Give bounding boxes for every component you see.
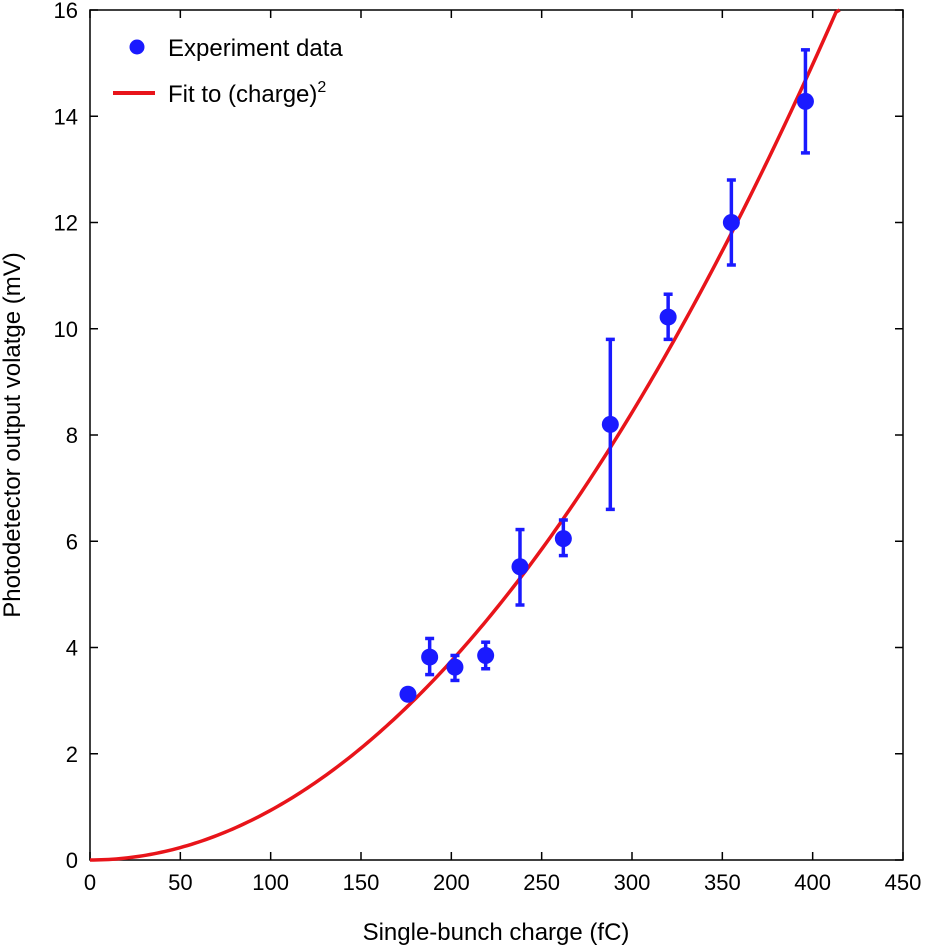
data-point bbox=[421, 648, 439, 666]
data-point bbox=[511, 558, 529, 576]
y-tick-label: 10 bbox=[54, 317, 78, 342]
y-tick-label: 6 bbox=[66, 529, 78, 554]
legend: Experiment data Fit to (charge)2 bbox=[113, 35, 343, 108]
y-axis: 0 2 4 6 8 10 12 14 16 bbox=[54, 0, 903, 873]
x-tick-label: 400 bbox=[794, 870, 831, 895]
legend-label-fit-text: Fit to (charge) bbox=[168, 81, 317, 108]
y-tick-label: 2 bbox=[66, 742, 78, 767]
legend-label-experiment: Experiment data bbox=[168, 35, 343, 62]
y-tick-label: 0 bbox=[66, 848, 78, 873]
fit-series bbox=[89, 8, 841, 862]
x-tick-label: 250 bbox=[523, 870, 560, 895]
data-point bbox=[722, 214, 740, 231]
x-tick-label: 100 bbox=[252, 870, 289, 895]
x-tick-label: 0 bbox=[84, 870, 96, 895]
legend-label-fit: Fit to (charge)2 bbox=[168, 79, 326, 108]
x-tick-label: 450 bbox=[885, 870, 922, 895]
data-point bbox=[477, 646, 495, 664]
plot-area bbox=[89, 9, 904, 861]
y-axis-label: Photodetector output volatge (mV) bbox=[0, 252, 26, 618]
data-point bbox=[399, 685, 417, 703]
fit-curve bbox=[89, 8, 841, 862]
data-point bbox=[554, 530, 572, 548]
legend-marker-experiment bbox=[129, 39, 145, 55]
y-tick-label: 16 bbox=[54, 0, 78, 23]
plot-border bbox=[89, 9, 904, 861]
x-tick-label: 50 bbox=[168, 870, 192, 895]
x-axis-label: Single-bunch charge (fC) bbox=[363, 919, 630, 946]
data-point bbox=[659, 308, 677, 326]
x-tick-label: 200 bbox=[433, 870, 470, 895]
data-point bbox=[796, 92, 814, 110]
y-tick-label: 8 bbox=[66, 423, 78, 448]
x-tick-label: 350 bbox=[704, 870, 741, 895]
y-tick-label: 4 bbox=[66, 636, 78, 661]
y-tick-label: 12 bbox=[54, 211, 78, 236]
legend-label-fit-superscript: 2 bbox=[317, 79, 326, 96]
y-tick-label: 14 bbox=[54, 104, 78, 129]
x-tick-label: 150 bbox=[343, 870, 380, 895]
experiment-series bbox=[399, 48, 814, 703]
x-tick-label: 300 bbox=[614, 870, 651, 895]
x-axis: 0 50 100 150 200 250 300 350 400 450 bbox=[84, 10, 921, 895]
data-point bbox=[446, 658, 464, 676]
data-point bbox=[601, 415, 619, 433]
